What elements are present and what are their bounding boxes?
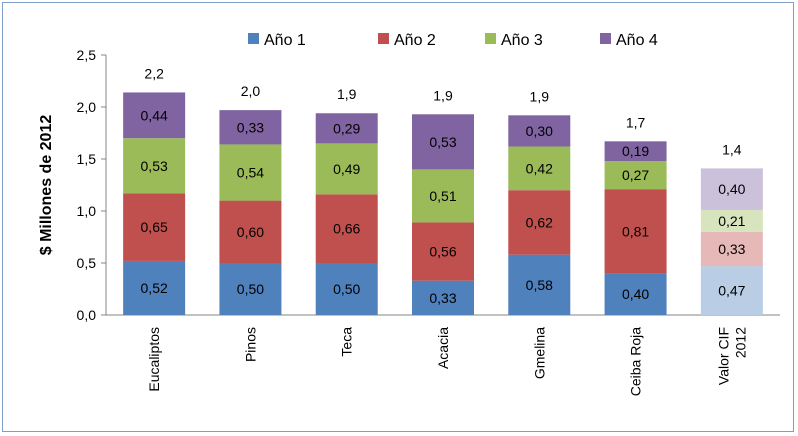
- x-tick-label: Valor CIF: [715, 327, 731, 385]
- total-label: 1,7: [626, 114, 646, 130]
- data-label: 0,33: [237, 119, 264, 135]
- bar-segment: [508, 190, 571, 255]
- bar-segment: [219, 110, 282, 145]
- data-label: 0,44: [141, 107, 168, 123]
- y-tick-label: 2,5: [77, 47, 97, 63]
- x-tick-label: Ceiba Roja: [628, 327, 644, 396]
- data-label: 0,30: [526, 123, 553, 139]
- x-tick-label: Eucaliptos: [146, 327, 162, 392]
- legend-entry: Año 1: [264, 32, 306, 49]
- data-label: 0,49: [333, 161, 360, 177]
- x-tick-label: Gmelina: [531, 327, 547, 379]
- bar-segment: [315, 263, 378, 315]
- x-tick-label: Pinos: [242, 327, 258, 362]
- data-label: 0,51: [429, 188, 456, 204]
- data-label: 0,27: [622, 167, 649, 183]
- data-label: 0,50: [333, 281, 360, 297]
- bar-segment: [123, 193, 186, 261]
- y-tick-label: 2,0: [77, 99, 97, 115]
- legend-swatch: [248, 33, 259, 44]
- legend-entry: Año 3: [501, 32, 543, 49]
- x-tick-label: Acacia: [435, 327, 451, 369]
- bar-segment: [412, 114, 474, 170]
- data-label: 0,53: [141, 158, 168, 174]
- bar-segment: [315, 194, 378, 263]
- total-label: 2,2: [144, 65, 164, 81]
- legend-swatch: [600, 33, 611, 44]
- x-tick-label: Teca: [339, 327, 355, 357]
- bar-segment: [219, 263, 282, 315]
- total-label: 1,9: [530, 88, 550, 104]
- total-label: 1,9: [433, 87, 453, 103]
- total-label: 2,0: [241, 83, 261, 99]
- bar-segment: [412, 280, 474, 315]
- data-label: 0,50: [237, 281, 264, 297]
- y-tick-label: 1,0: [77, 203, 97, 219]
- data-label: 0,54: [237, 165, 264, 181]
- y-tick-label: 0,5: [77, 255, 97, 271]
- data-label: 0,19: [622, 143, 649, 159]
- stacked-bar-chart: 0,0 0,5 1,0 1,5 2,0 2,5 $ Millones de 2012 0,52…: [38, 32, 780, 396]
- data-label: 0,62: [526, 214, 553, 230]
- data-label: 0,60: [237, 224, 264, 240]
- bar-segment: [508, 115, 571, 147]
- bar-segment: [604, 189, 667, 274]
- bar-segment: [700, 168, 763, 210]
- bar-segment: [604, 161, 667, 190]
- bar-segment: [700, 231, 763, 267]
- chart-frame: 0,0 0,5 1,0 1,5 2,0 2,5 $ Millones de 2012 0,52…: [2, 2, 794, 432]
- data-label: 0,33: [718, 241, 745, 257]
- bar-segment: [219, 144, 282, 201]
- legend-swatch: [485, 33, 496, 44]
- bar-segment: [604, 141, 667, 162]
- y-axis-label: $ Millones de 2012: [38, 115, 55, 256]
- legend-entry: Año 2: [394, 32, 436, 49]
- bar-segment: [700, 266, 763, 315]
- data-label: 0,81: [622, 223, 649, 239]
- data-label: 0,47: [718, 283, 745, 299]
- bar-segment: [123, 92, 186, 139]
- y-tick-label: 0,0: [77, 307, 97, 323]
- data-label: 0,33: [429, 290, 456, 306]
- bar-segment: [508, 254, 571, 315]
- data-label: 0,66: [333, 221, 360, 237]
- x-tick-label: 2012: [732, 327, 748, 358]
- data-label: 0,56: [429, 244, 456, 260]
- bar-segment: [700, 209, 763, 232]
- data-label: 0,40: [718, 181, 745, 197]
- bar-segment: [315, 113, 378, 144]
- data-label: 0,52: [141, 280, 168, 296]
- data-label: 0,65: [141, 219, 168, 235]
- bar-segment: [412, 169, 474, 223]
- bar-segment: [123, 138, 186, 194]
- total-label: 1,9: [337, 86, 357, 102]
- bar-segment: [508, 146, 571, 191]
- bar-segment: [315, 143, 378, 195]
- data-label: 0,58: [526, 277, 553, 293]
- legend-entry: Año 4: [616, 32, 658, 49]
- data-label: 0,53: [429, 134, 456, 150]
- bar-segment: [604, 273, 667, 315]
- data-label: 0,40: [622, 286, 649, 302]
- data-label: 0,21: [718, 213, 745, 229]
- data-label: 0,29: [333, 120, 360, 136]
- total-label: 1,4: [722, 141, 742, 157]
- bar-segment: [123, 260, 186, 315]
- data-label: 0,42: [526, 160, 553, 176]
- legend-swatch: [378, 33, 389, 44]
- bar-segment: [219, 200, 282, 263]
- bar-segment: [412, 222, 474, 281]
- y-tick-label: 1,5: [77, 151, 97, 167]
